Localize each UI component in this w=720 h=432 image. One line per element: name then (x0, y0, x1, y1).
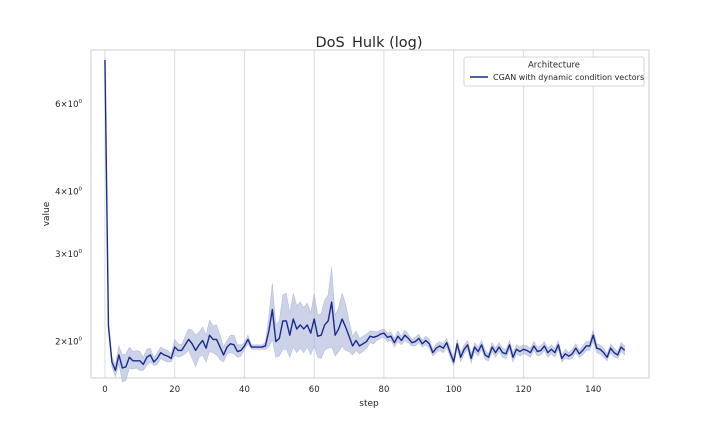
y-tick-labels: 2×100 3×100 4×100 6×100 (55, 99, 82, 348)
y-tick-label: 2×100 (55, 337, 82, 348)
x-axis-label: step (359, 399, 379, 409)
chart-title: DoS_Hulk (log) (315, 35, 422, 51)
plot-frame (90, 49, 650, 379)
x-tick-label: 60 (309, 385, 320, 395)
series-0-confidence-band (104, 57, 625, 383)
x-tick-label: 140 (585, 385, 601, 395)
x-tick-label: 100 (446, 385, 462, 395)
y-tick-label: 6×100 (55, 99, 82, 110)
legend-series-label: CGAN with dynamic condition vectors (493, 73, 644, 82)
y-axis-label: value (42, 201, 52, 226)
x-tick-label: 0 (102, 385, 107, 395)
y-tick-label: 4×100 (55, 187, 82, 198)
x-tick-label: 80 (379, 385, 390, 395)
legend-box (463, 56, 645, 87)
confidence-band-layer (104, 57, 625, 383)
series-0-line (104, 60, 626, 372)
legend-title: Architecture (528, 61, 580, 71)
x-tick-label: 40 (239, 385, 250, 395)
x-tick-labels: 0 20 40 60 80 100 120 140 (102, 385, 601, 395)
legend: Architecture CGAN with dynamic condition… (463, 56, 645, 87)
x-tick-label: 120 (515, 385, 531, 395)
y-tick-label: 3×100 (55, 249, 82, 260)
x-tick-label: 20 (169, 385, 180, 395)
series-line-layer (104, 60, 626, 372)
